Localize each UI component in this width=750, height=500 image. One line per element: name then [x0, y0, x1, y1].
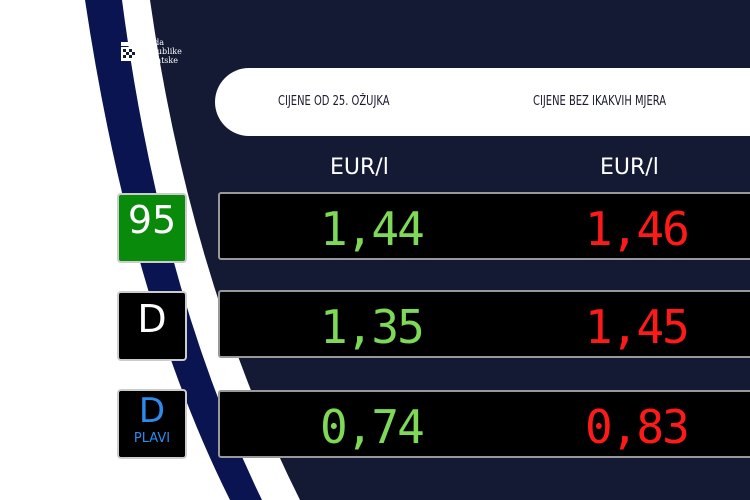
fuel-label: 95: [127, 198, 177, 242]
price-row-diesel: 1,35 1,45: [218, 290, 750, 358]
price-without: 1,46: [585, 202, 690, 256]
price-without: 1,45: [585, 300, 690, 354]
price-current: 1,35: [320, 300, 425, 354]
coat-of-arms-icon: [121, 41, 135, 61]
column-header-current: CIJENE OD 25. OŽUJKA: [278, 94, 390, 109]
fuel-label: D: [137, 297, 167, 341]
price-row-95: 1,44 1,46: [218, 192, 750, 260]
fuel-badge-95: 95: [117, 193, 187, 263]
government-logo: Vlada Republike Hrvatske: [120, 38, 182, 65]
unit-label-without: EUR/l: [600, 155, 659, 180]
column-header-without-measures: CIJENE BEZ IKAKVIH MJERA: [533, 94, 667, 109]
logo-line: Vlada: [141, 38, 164, 47]
logo-line: Hrvatske: [141, 56, 178, 65]
price-without: 0,83: [585, 400, 690, 454]
fuel-badge-diesel: D: [117, 291, 187, 361]
logo-line: Republike: [141, 47, 182, 56]
unit-label-current: EUR/l: [330, 155, 389, 180]
price-row-blue-diesel: 0,74 0,83: [218, 390, 750, 458]
price-current: 0,74: [320, 400, 425, 454]
price-current: 1,44: [320, 202, 425, 256]
fuel-label: D: [138, 391, 166, 431]
header-bar: CIJENE OD 25. OŽUJKA CIJENE BEZ IKAKVIH …: [215, 68, 750, 136]
fuel-badge-blue-diesel: D PLAVI: [117, 389, 187, 459]
fuel-sublabel: PLAVI: [133, 431, 171, 446]
